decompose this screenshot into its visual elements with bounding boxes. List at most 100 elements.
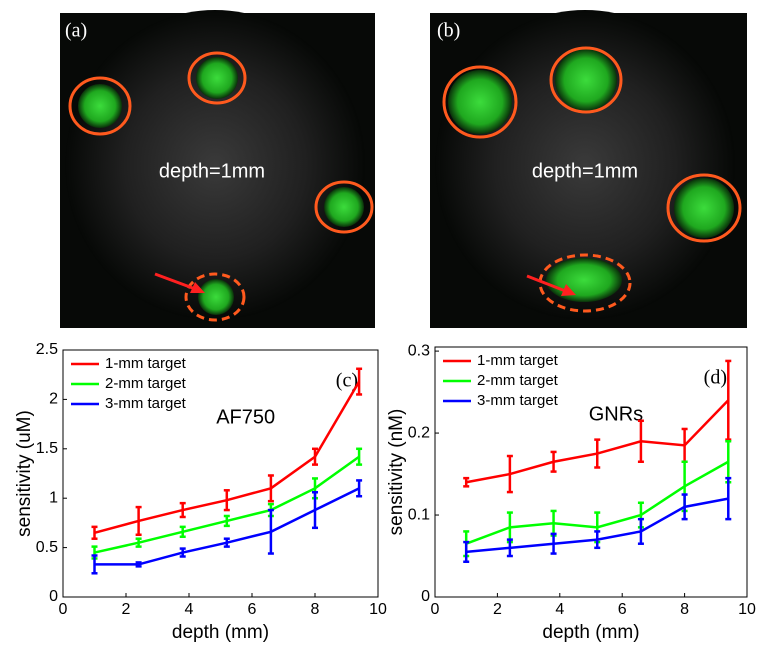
target: [198, 279, 234, 315]
error-bar: [550, 450, 557, 473]
error-bar: [179, 547, 186, 558]
tissue: [435, 10, 735, 320]
error-bar: [463, 476, 470, 488]
plot-area: [434, 346, 748, 598]
panel-label: (c): [336, 370, 358, 392]
error-bar: [312, 491, 318, 530]
x-axis-label: depth (mm): [172, 622, 269, 643]
x-tick-label: 4: [555, 601, 564, 618]
error-bar: [550, 532, 557, 555]
error-bar: [223, 514, 230, 528]
y-tick-label: 0.3: [408, 342, 430, 359]
plot-area: [62, 349, 379, 598]
y-tick-label: 0.2: [408, 424, 430, 441]
error-bar: [179, 525, 186, 538]
tissue: [65, 10, 365, 320]
panel-label: (b): [437, 20, 460, 42]
x-tick-label: 10: [369, 601, 387, 618]
circle-marker: [549, 46, 623, 114]
error-bar: [637, 517, 644, 545]
error-bar: [725, 359, 732, 441]
depth-text: depth=1mm: [532, 160, 638, 182]
y-tick-label: 2.5: [36, 341, 58, 358]
circle-marker: [314, 180, 374, 234]
y-tick-label: 1: [49, 489, 58, 506]
legend-label: 1-mm target: [477, 352, 559, 369]
y-tick-label: 1.5: [36, 440, 58, 457]
legend-label: 2-mm target: [105, 375, 187, 392]
x-axis-label: depth (mm): [542, 622, 639, 643]
depth-text: depth=1mm: [159, 160, 265, 182]
legend-label: 3-mm target: [105, 395, 187, 412]
arrow-head: [561, 284, 576, 296]
error-bar: [506, 538, 513, 558]
x-tick-label: 2: [122, 601, 131, 618]
dashed-marker: [184, 272, 246, 322]
x-tick-label: 6: [248, 601, 257, 618]
error-bar: [594, 438, 601, 469]
error-bar: [463, 540, 470, 564]
x-tick-label: 0: [431, 601, 440, 618]
legend-label: 2-mm target: [477, 372, 559, 389]
target: [674, 178, 734, 238]
y-tick-label: 2: [49, 391, 58, 408]
target: [196, 57, 238, 99]
error-bar: [725, 476, 732, 521]
y-axis-label: sensitivity (uM): [14, 410, 35, 537]
target: [78, 84, 122, 128]
target: [546, 258, 622, 302]
error-bar: [223, 489, 230, 512]
circle-marker: [68, 76, 132, 136]
error-bar: [135, 505, 142, 537]
legend-label: 3-mm target: [477, 392, 559, 409]
error-bar: [312, 447, 318, 466]
error-bar: [356, 367, 363, 396]
error-bar: [356, 479, 363, 498]
error-bar: [135, 561, 142, 568]
x-tick-label: 4: [185, 601, 194, 618]
target: [448, 70, 512, 134]
error-bar: [637, 419, 644, 464]
error-bar: [179, 501, 186, 519]
circle-marker: [187, 51, 247, 105]
x-tick-label: 8: [680, 601, 689, 618]
error-bar: [356, 447, 363, 466]
error-bar: [594, 530, 601, 550]
annotation: AF750: [216, 406, 275, 428]
error-bar: [91, 525, 98, 540]
target: [324, 187, 364, 227]
arrow: [526, 274, 569, 294]
panel-label: (a): [65, 20, 87, 42]
y-tick-label: 0.1: [408, 506, 430, 523]
circle-marker: [666, 173, 742, 243]
arrow: [154, 272, 199, 292]
chart: 0 2 4 6 8 10 0 0.1 0.2 0.3 depth (mm) sensitivity (…: [386, 342, 756, 643]
target: [555, 49, 617, 111]
error-bar: [135, 537, 142, 548]
error-bar: [223, 537, 230, 548]
circle-marker: [442, 65, 518, 139]
x-tick-label: 10: [738, 601, 756, 618]
error-bar: [267, 474, 274, 503]
image-a: (a) depth=1mm: [60, 10, 375, 328]
dashed-marker: [538, 253, 632, 313]
legend-label: 1-mm target: [105, 355, 187, 372]
error-bar: [91, 554, 98, 575]
annotation: GNRs: [589, 403, 643, 425]
panel-label: (d): [704, 367, 727, 389]
image-b: (b) depth=1mm: [430, 10, 747, 328]
y-tick-label: 0: [421, 588, 430, 605]
y-tick-label: 0: [49, 588, 58, 605]
arrow-head: [190, 282, 205, 293]
x-tick-label: 8: [311, 601, 320, 618]
chart: 0 2 4 6 8 10 0 0.5 1 1.5 2 2.5 depth (mm) sensitivity…: [14, 341, 387, 643]
error-bar: [267, 508, 274, 555]
y-tick-label: 0.5: [36, 539, 58, 556]
x-tick-label: 0: [59, 601, 68, 618]
y-axis-label: sensitivity (nM): [386, 409, 407, 536]
x-tick-label: 2: [493, 601, 502, 618]
error-bar: [681, 493, 688, 521]
error-bar: [506, 454, 513, 494]
